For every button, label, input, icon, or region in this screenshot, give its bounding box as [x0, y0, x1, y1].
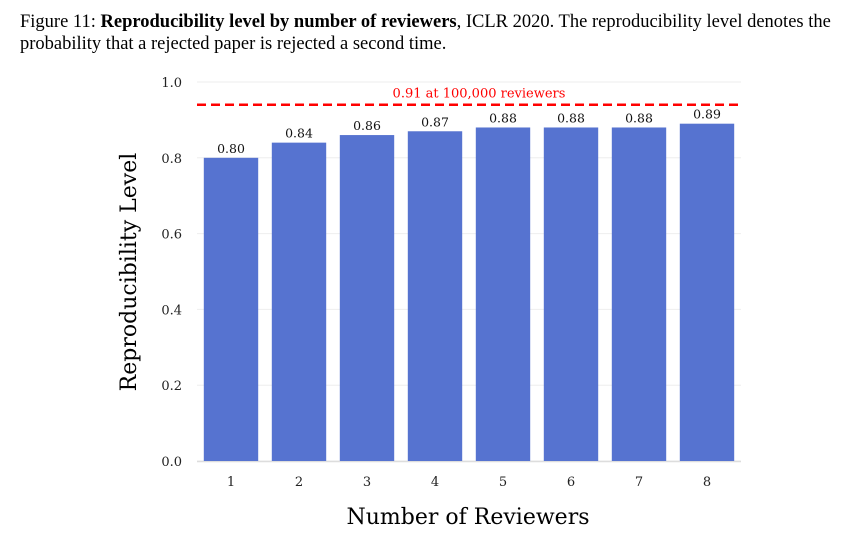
- caption-title: Reproducibility level by number of revie…: [100, 12, 457, 32]
- x-tick-label: 2: [295, 475, 303, 490]
- bar: [203, 157, 259, 462]
- x-tick-label: 3: [363, 475, 371, 490]
- bar: [271, 142, 327, 461]
- reference-line-group: 0.91 at 100,000 reviewers: [197, 87, 741, 106]
- y-tick-label: 0.4: [161, 303, 182, 318]
- x-axis-title: Number of Reviewers: [347, 505, 590, 530]
- x-tick-label: 7: [635, 475, 643, 490]
- y-tick-label: 0.6: [161, 228, 182, 243]
- y-tick-label: 1.0: [161, 76, 182, 91]
- caption-text: , ICLR 2020. The reproducibility level d…: [20, 12, 831, 54]
- bar-value-label: 0.88: [625, 110, 653, 125]
- reference-line-label: 0.91 at 100,000 reviewers: [393, 87, 566, 102]
- bars: [203, 123, 735, 462]
- bar-value-label: 0.80: [217, 141, 245, 156]
- bar: [407, 131, 463, 461]
- bar: [611, 127, 667, 461]
- y-axis-title: Reproducibility Level: [117, 153, 142, 392]
- bar: [475, 127, 531, 461]
- bar: [543, 127, 599, 461]
- caption-prefix: Figure 11:: [20, 12, 101, 32]
- y-tick-label: 0.8: [161, 152, 182, 167]
- y-tick-labels: 0.0 0.2 0.4 0.6 0.8 1.0: [161, 76, 182, 470]
- y-tick-label: 0.2: [161, 379, 182, 394]
- x-tick-label: 1: [227, 475, 235, 490]
- bar-value-label: 0.84: [285, 126, 313, 141]
- x-tick-labels: 1 2 3 4 5 6 7 8: [227, 475, 711, 490]
- bar-value-label: 0.88: [557, 110, 585, 125]
- bar: [339, 135, 395, 461]
- bar: [679, 123, 735, 461]
- bar-value-labels: 0.80 0.84 0.86 0.87 0.88 0.88 0.88 0.89: [217, 107, 721, 156]
- y-tick-label: 0.0: [161, 455, 182, 470]
- bar-value-label: 0.88: [489, 110, 517, 125]
- x-tick-label: 4: [431, 475, 439, 490]
- bar-value-label: 0.89: [693, 107, 721, 122]
- bar-value-label: 0.87: [421, 114, 449, 129]
- bar-value-label: 0.86: [353, 118, 381, 133]
- figure-caption: Figure 11: Reproducibility level by numb…: [20, 11, 850, 55]
- x-tick-label: 6: [567, 475, 575, 490]
- x-tick-label: 8: [703, 475, 711, 490]
- x-tick-label: 5: [499, 475, 507, 490]
